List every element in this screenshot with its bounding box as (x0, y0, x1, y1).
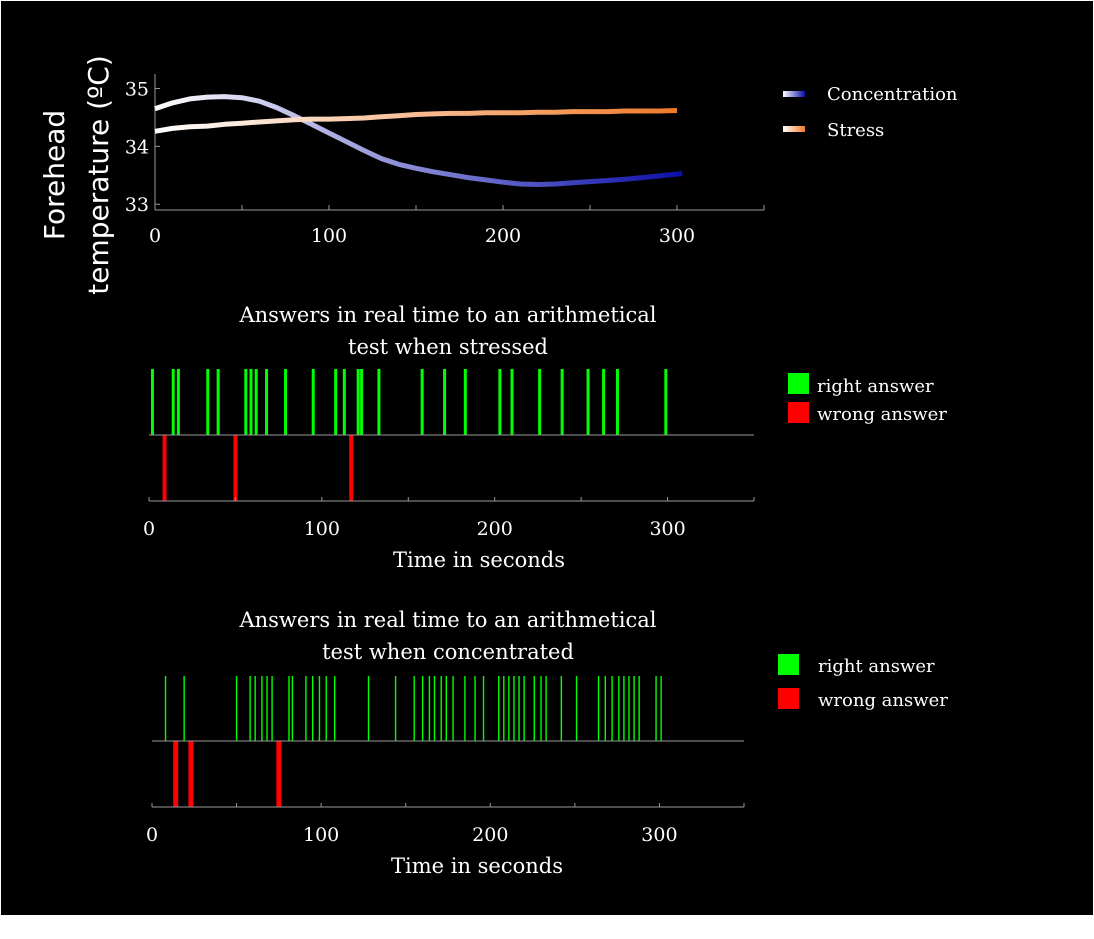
stressed-x-axis-label: Time in seconds (393, 548, 565, 572)
y-tick-label: 34 (125, 136, 149, 158)
y-tick-label: 33 (125, 194, 149, 216)
stressed-legend: right answer wrong answer (788, 373, 947, 425)
stressed-chart-title-line-2: test when stressed (348, 335, 548, 359)
legend-label-stress: Stress (827, 120, 884, 141)
x-tick-label: 200 (485, 225, 521, 247)
temperature-chart: Forehead temperature (ºC) 0 100 200 300 33 34… (38, 55, 958, 295)
concentrated-chart-title-line-1: Answers in real time to an arithmetical (238, 608, 656, 632)
temperature-series (154, 94, 683, 187)
concentrated-answers-chart: Answers in real time to an arithmetical … (146, 608, 948, 878)
legend-label-wrong-answer: wrong answer (817, 404, 947, 425)
x-tick-label: 300 (641, 824, 677, 846)
y-axis-label-line-2: temperature (ºC) (82, 55, 115, 295)
x-tick-label: 100 (311, 225, 347, 247)
stressed-answers-chart: Answers in real time to an arithmetical … (143, 303, 947, 572)
legend-swatch-stress (783, 126, 805, 132)
y-tick-label: 35 (125, 78, 149, 100)
legend-label-right-answer: right answer (817, 376, 934, 397)
concentrated-chart-title-line-2: test when concentrated (322, 640, 574, 664)
x-tick-label: 0 (149, 225, 161, 247)
chart-background (1, 1, 1093, 915)
x-tick-label: 200 (472, 824, 508, 846)
x-tick-label: 300 (659, 225, 695, 247)
legend-swatch-concentration (783, 91, 805, 97)
stressed-answer-marks (150, 369, 668, 501)
x-tick-label: 0 (146, 824, 158, 846)
legend-label-concentration: Concentration (827, 84, 958, 105)
concentrated-axes: 0 100 200 300 (146, 740, 745, 846)
legend-swatch-wrong-answer (778, 688, 799, 709)
x-tick-label: 300 (649, 518, 685, 540)
legend-swatch-right-answer (788, 373, 809, 394)
concentration-line (154, 94, 683, 187)
temperature-legend: Concentration Stress (783, 84, 958, 141)
x-tick-label: 100 (303, 824, 339, 846)
stressed-axes: 0 100 200 300 (143, 434, 755, 540)
concentrated-answer-marks (164, 676, 662, 807)
stressed-chart-title-line-1: Answers in real time to an arithmetical (238, 303, 656, 327)
x-tick-label: 100 (304, 518, 340, 540)
temperature-axes: 0 100 200 300 33 34 35 (125, 74, 765, 247)
concentrated-legend: right answer wrong answer (778, 654, 948, 711)
concentrated-x-axis-label: Time in seconds (391, 854, 563, 878)
y-axis-label-line-1: Forehead (38, 110, 71, 240)
x-tick-label: 0 (143, 518, 155, 540)
x-tick-label: 200 (477, 518, 513, 540)
legend-label-wrong-answer: wrong answer (818, 690, 948, 711)
stress-line (154, 108, 678, 134)
legend-label-right-answer: right answer (818, 656, 935, 677)
legend-swatch-wrong-answer (788, 402, 809, 423)
legend-swatch-right-answer (778, 654, 799, 675)
